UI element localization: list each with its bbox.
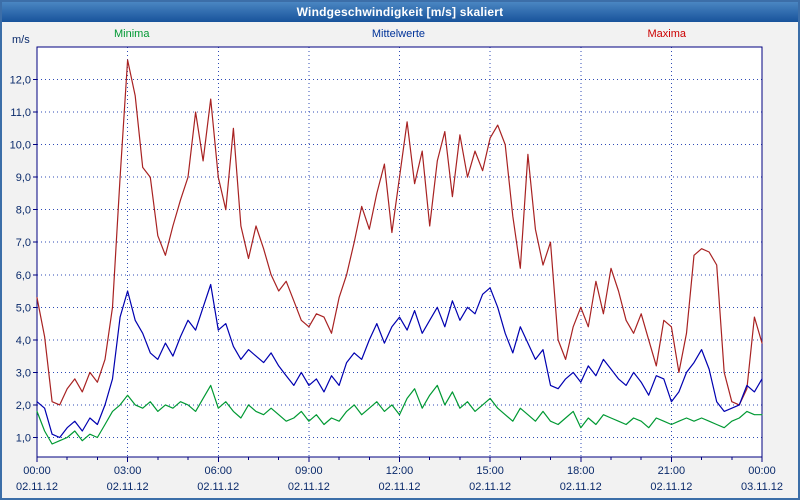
svg-text:15:00: 15:00 (476, 465, 504, 477)
svg-text:03:00: 03:00 (114, 465, 142, 477)
svg-text:5,0: 5,0 (16, 302, 31, 314)
svg-text:00:00: 00:00 (23, 465, 51, 477)
legend: Minima Mittelwerte Maxima (2, 26, 798, 42)
svg-text:2,0: 2,0 (16, 400, 31, 412)
svg-text:06:00: 06:00 (204, 465, 232, 477)
svg-text:12:00: 12:00 (386, 465, 414, 477)
svg-text:02.11.12: 02.11.12 (197, 481, 239, 493)
svg-text:09:00: 09:00 (295, 465, 323, 477)
svg-text:02.11.12: 02.11.12 (16, 481, 58, 493)
y-axis-unit-label: m/s (12, 34, 30, 46)
svg-text:12,0: 12,0 (10, 75, 31, 87)
svg-text:8,0: 8,0 (16, 205, 31, 217)
svg-text:7,0: 7,0 (16, 237, 31, 249)
legend-item-maxima: Maxima (647, 28, 686, 40)
legend-item-mittelwerte: Mittelwerte (371, 28, 426, 40)
title-bar: Windgeschwindigkeit [m/s] skaliert (2, 2, 798, 22)
svg-text:02.11.12: 02.11.12 (469, 481, 511, 493)
svg-text:02.11.12: 02.11.12 (288, 481, 330, 493)
svg-text:9,0: 9,0 (16, 172, 31, 184)
svg-text:02.11.12: 02.11.12 (378, 481, 420, 493)
svg-text:4,0: 4,0 (16, 335, 31, 347)
svg-text:21:00: 21:00 (658, 465, 686, 477)
svg-text:6,0: 6,0 (16, 270, 31, 282)
svg-text:11,0: 11,0 (10, 107, 31, 119)
svg-text:18:00: 18:00 (567, 465, 595, 477)
svg-text:3,0: 3,0 (16, 367, 31, 379)
svg-text:1,0: 1,0 (16, 432, 31, 444)
page-title: Windgeschwindigkeit [m/s] skaliert (296, 5, 504, 19)
svg-text:02.11.12: 02.11.12 (650, 481, 692, 493)
legend-item-minima: Minima (114, 28, 150, 40)
svg-text:02.11.12: 02.11.12 (107, 481, 149, 493)
svg-text:00:00: 00:00 (748, 465, 776, 477)
svg-text:10,0: 10,0 (10, 140, 31, 152)
svg-text:02.11.12: 02.11.12 (560, 481, 602, 493)
svg-text:03.11.12: 03.11.12 (741, 481, 783, 493)
